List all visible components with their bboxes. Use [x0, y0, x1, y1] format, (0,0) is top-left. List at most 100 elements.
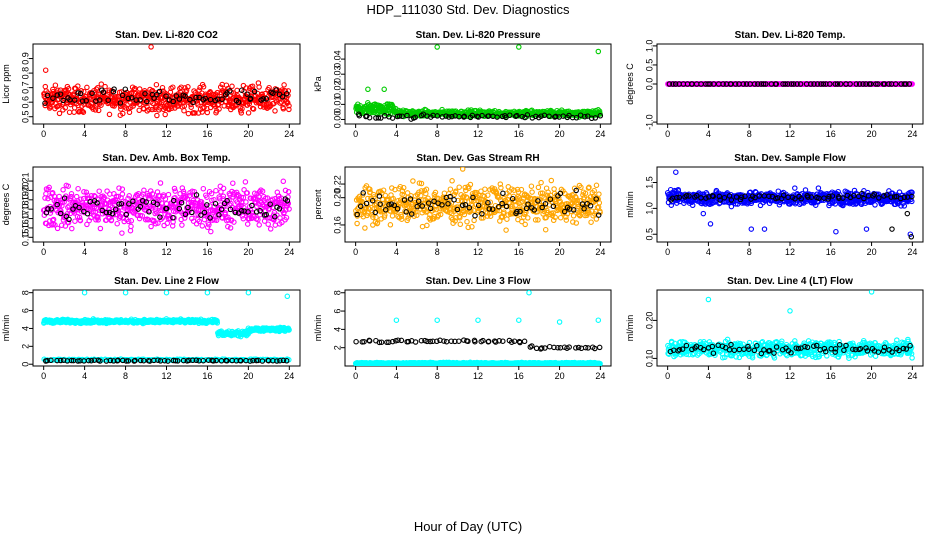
- high-freq-point: [78, 208, 85, 215]
- high-freq-point: [119, 230, 125, 236]
- hourly-point: [146, 209, 152, 215]
- hourly-point: [110, 88, 117, 95]
- high-freq-point: [80, 195, 87, 202]
- x-tick-label: 24: [595, 129, 605, 139]
- y-axis-label: kPa: [313, 76, 323, 92]
- high-freq-point: [145, 217, 152, 223]
- hourly-point: [173, 93, 180, 99]
- high-freq-point: [58, 222, 65, 229]
- high-freq-point: [50, 216, 57, 223]
- hourly-point: [218, 206, 225, 213]
- hourly-point: [263, 211, 269, 218]
- high-freq-point: [596, 191, 602, 197]
- hourly-point: [111, 86, 117, 92]
- high-freq-point: [84, 221, 90, 228]
- hourly-point: [126, 201, 132, 207]
- hourly-point: [475, 202, 482, 209]
- high-freq-point: [545, 189, 551, 196]
- high-freq-point: [240, 215, 247, 222]
- hourly-point: [224, 197, 230, 204]
- high-freq-point: [370, 214, 376, 220]
- hourly-point: [486, 206, 493, 212]
- y-axis-label: Licor ppm: [1, 64, 11, 104]
- high-freq-point: [244, 221, 251, 227]
- hourly-point: [202, 95, 208, 102]
- hourly-point: [112, 206, 119, 213]
- high-freq-point: [119, 186, 126, 192]
- high-freq-point: [689, 202, 696, 209]
- high-freq-point: [482, 186, 488, 192]
- hourly-point: [267, 201, 273, 207]
- high-freq-point: [265, 221, 271, 227]
- y-tick-label: 1.0: [644, 40, 654, 53]
- y-tick-label: 0.01: [332, 96, 342, 114]
- high-freq-point: [146, 106, 152, 113]
- hourly-point: [176, 96, 183, 102]
- high-freq-point: [218, 189, 224, 195]
- high-freq-point: [551, 186, 557, 192]
- high-freq-point: [539, 190, 546, 196]
- high-freq-point: [456, 184, 462, 190]
- hourly-point: [728, 197, 735, 203]
- hourly-point: [570, 207, 577, 213]
- x-tick-label: 12: [473, 129, 483, 139]
- hourly-point: [710, 81, 717, 87]
- hourly-point: [247, 95, 254, 102]
- panel-title: Stan. Dev. Li-820 Temp.: [735, 30, 846, 41]
- y-tick-label: 0.20: [20, 182, 30, 200]
- hourly-point: [279, 94, 286, 100]
- high-freq-point: [178, 84, 184, 90]
- high-freq-point: [416, 180, 423, 186]
- y-tick-label: 0.5: [20, 110, 30, 123]
- hourly-point: [462, 201, 469, 208]
- high-freq-point: [286, 103, 292, 109]
- hourly-point: [836, 195, 842, 201]
- high-freq-point: [596, 200, 603, 206]
- high-freq-point: [139, 213, 146, 219]
- high-freq-point: [728, 203, 735, 210]
- high-freq-point: [497, 181, 504, 187]
- high-freq-point: [872, 202, 878, 208]
- x-tick-label: 4: [82, 371, 87, 381]
- hourly-point: [805, 194, 811, 200]
- y-tick-label: 1.0: [644, 202, 654, 215]
- hourly-point: [235, 99, 242, 105]
- high-freq-point: [93, 86, 100, 92]
- high-freq-point: [272, 222, 279, 228]
- hourly-point: [886, 81, 892, 87]
- hourly-point: [273, 87, 279, 93]
- high-freq-point: [214, 89, 221, 96]
- high-freq-point: [56, 102, 62, 109]
- hourly-point: [717, 197, 723, 203]
- hourly-point: [425, 200, 432, 206]
- high-freq-point: [65, 86, 72, 92]
- high-freq-point: [487, 199, 494, 205]
- high-freq-point: [410, 178, 416, 184]
- hourly-point: [888, 194, 894, 200]
- hourly-point: [826, 193, 832, 200]
- hourly-point: [851, 192, 857, 199]
- high-freq-point: [45, 195, 51, 202]
- hourly-point: [733, 194, 740, 200]
- high-freq-point: [185, 110, 192, 117]
- high-freq-point: [423, 186, 430, 193]
- hourly-point: [782, 81, 788, 87]
- high-freq-point: [242, 179, 249, 185]
- high-freq-point: [121, 100, 127, 106]
- high-freq-point: [362, 225, 368, 231]
- high-freq-point: [216, 196, 223, 202]
- hourly-point: [283, 90, 290, 97]
- hourly-outlier: [904, 210, 911, 217]
- hourly-point: [270, 90, 276, 97]
- hourly-point: [573, 187, 579, 194]
- high-freq-point: [901, 203, 908, 209]
- y-tick-label: 0.7: [20, 81, 30, 94]
- hourly-point: [144, 98, 150, 105]
- high-freq-point: [272, 108, 278, 114]
- hourly-point: [479, 211, 485, 217]
- y-axis-label: ml/min: [1, 315, 11, 342]
- panel-4: Stan. Dev. Amb. Box Temp.degrees C0 4 8 12 1…: [1, 153, 301, 257]
- hourly-point: [130, 198, 136, 205]
- high-freq-point: [286, 206, 292, 212]
- x-tick-label: 0: [41, 129, 46, 139]
